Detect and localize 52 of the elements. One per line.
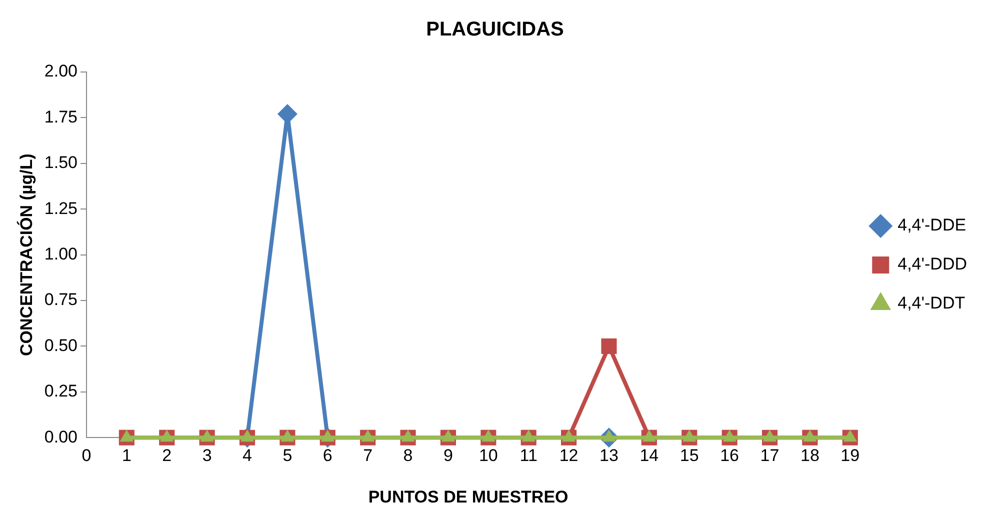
point <box>562 430 576 442</box>
y-tick-label: 2.00 <box>44 62 78 81</box>
x-tick-label: 8 <box>403 446 413 465</box>
y-tick-label: 0.50 <box>44 336 78 355</box>
point <box>682 430 696 442</box>
point <box>360 430 375 442</box>
point <box>762 430 777 442</box>
x-tick-label: 2 <box>162 446 172 465</box>
point <box>441 430 456 442</box>
point <box>803 430 817 442</box>
y-axis-title: CONCENTRACIÓN (µg/L) <box>16 154 36 356</box>
x-tick-label: 9 <box>443 446 453 465</box>
legend-label: 4,4'-DDT <box>898 294 966 313</box>
y-tick-label: 1.25 <box>44 198 78 218</box>
y-tick-label: 1.50 <box>44 153 78 172</box>
x-tick-label: 3 <box>202 446 212 465</box>
y-tick-label: 0.75 <box>44 290 78 310</box>
y-tick-label: 0.00 <box>44 427 78 446</box>
y-tick-label: 1.75 <box>44 107 78 126</box>
x-tick-label: 11 <box>520 446 538 465</box>
point <box>642 430 656 442</box>
x-tick-label: 12 <box>559 446 578 465</box>
y-tick-label: 1.00 <box>44 244 78 264</box>
chart-title: PLAGUICIDAS <box>426 18 564 41</box>
x-axis-title: PUNTOS DE MUESTREO <box>368 487 568 506</box>
legend-label: 4,4'-DDE <box>898 216 966 235</box>
point <box>843 430 858 442</box>
x-tick-label: 17 <box>760 446 780 465</box>
x-tick-label: 7 <box>363 446 373 465</box>
point <box>280 430 294 442</box>
point <box>522 430 536 442</box>
point <box>401 430 415 442</box>
x-tick-label: 6 <box>322 446 332 465</box>
x-tick-label: 16 <box>720 446 740 465</box>
legend-label: 4,4'-DDD <box>898 254 968 274</box>
x-tick-label: 13 <box>600 446 618 465</box>
x-tick-label: 1 <box>122 446 132 465</box>
x-tick-label: 14 <box>640 446 659 465</box>
x-tick-label: 15 <box>680 446 699 465</box>
x-tick-label: 18 <box>800 446 820 465</box>
point <box>481 430 496 442</box>
point <box>601 338 617 354</box>
x-tick-label: 10 <box>478 446 498 465</box>
x-tick-label: 19 <box>840 446 860 465</box>
x-tick-label: 5 <box>282 446 292 465</box>
x-tick-label: 4 <box>242 446 252 465</box>
point <box>120 430 134 442</box>
point <box>200 430 214 442</box>
point <box>160 430 174 442</box>
x-tick-label: 0 <box>82 446 92 465</box>
y-tick-label: 0.25 <box>44 382 78 401</box>
point <box>722 430 736 442</box>
